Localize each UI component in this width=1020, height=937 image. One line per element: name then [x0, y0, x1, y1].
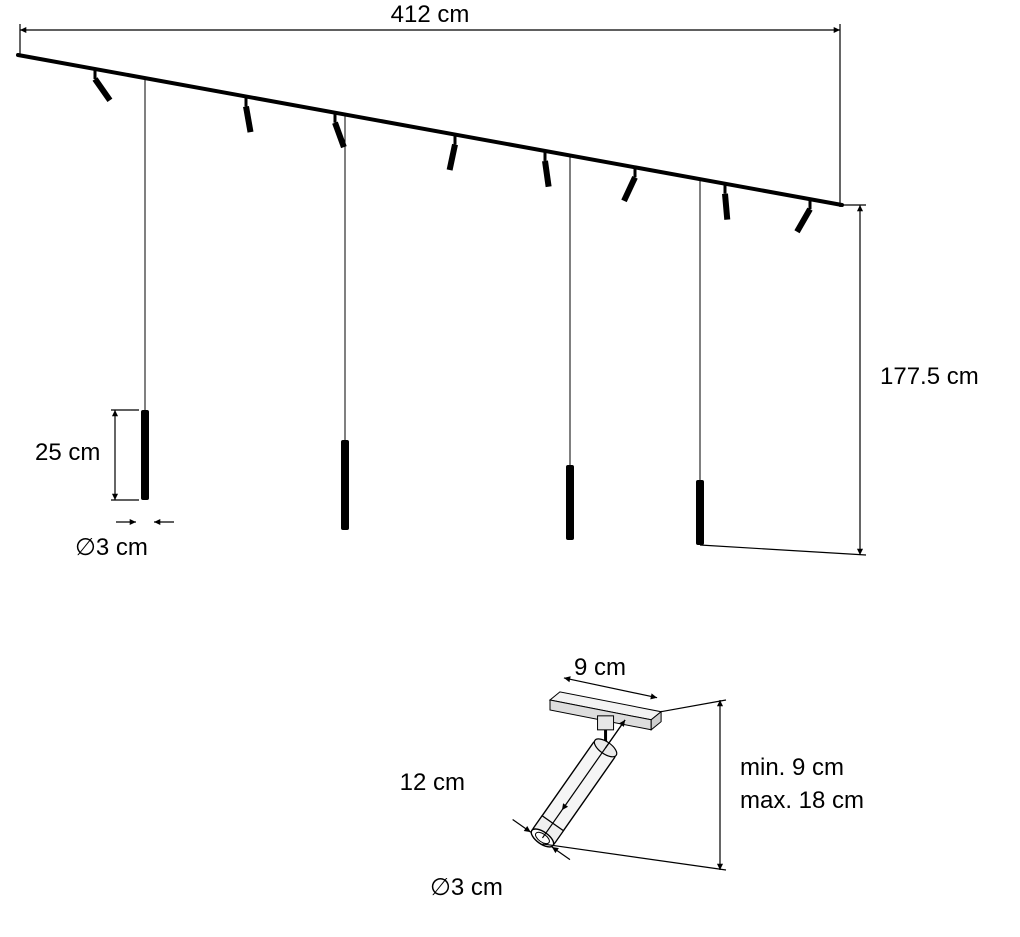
svg-text:max. 18 cm: max. 18 cm: [740, 787, 864, 814]
svg-text:∅3 cm: ∅3 cm: [430, 874, 503, 901]
svg-text:∅3 cm: ∅3 cm: [75, 534, 148, 561]
svg-text:412 cm: 412 cm: [391, 1, 470, 28]
svg-text:177.5 cm: 177.5 cm: [880, 363, 979, 390]
svg-text:25 cm: 25 cm: [35, 439, 100, 466]
svg-text:12 cm: 12 cm: [400, 769, 465, 796]
svg-text:min. 9 cm: min. 9 cm: [740, 754, 844, 781]
svg-text:9 cm: 9 cm: [574, 654, 626, 681]
